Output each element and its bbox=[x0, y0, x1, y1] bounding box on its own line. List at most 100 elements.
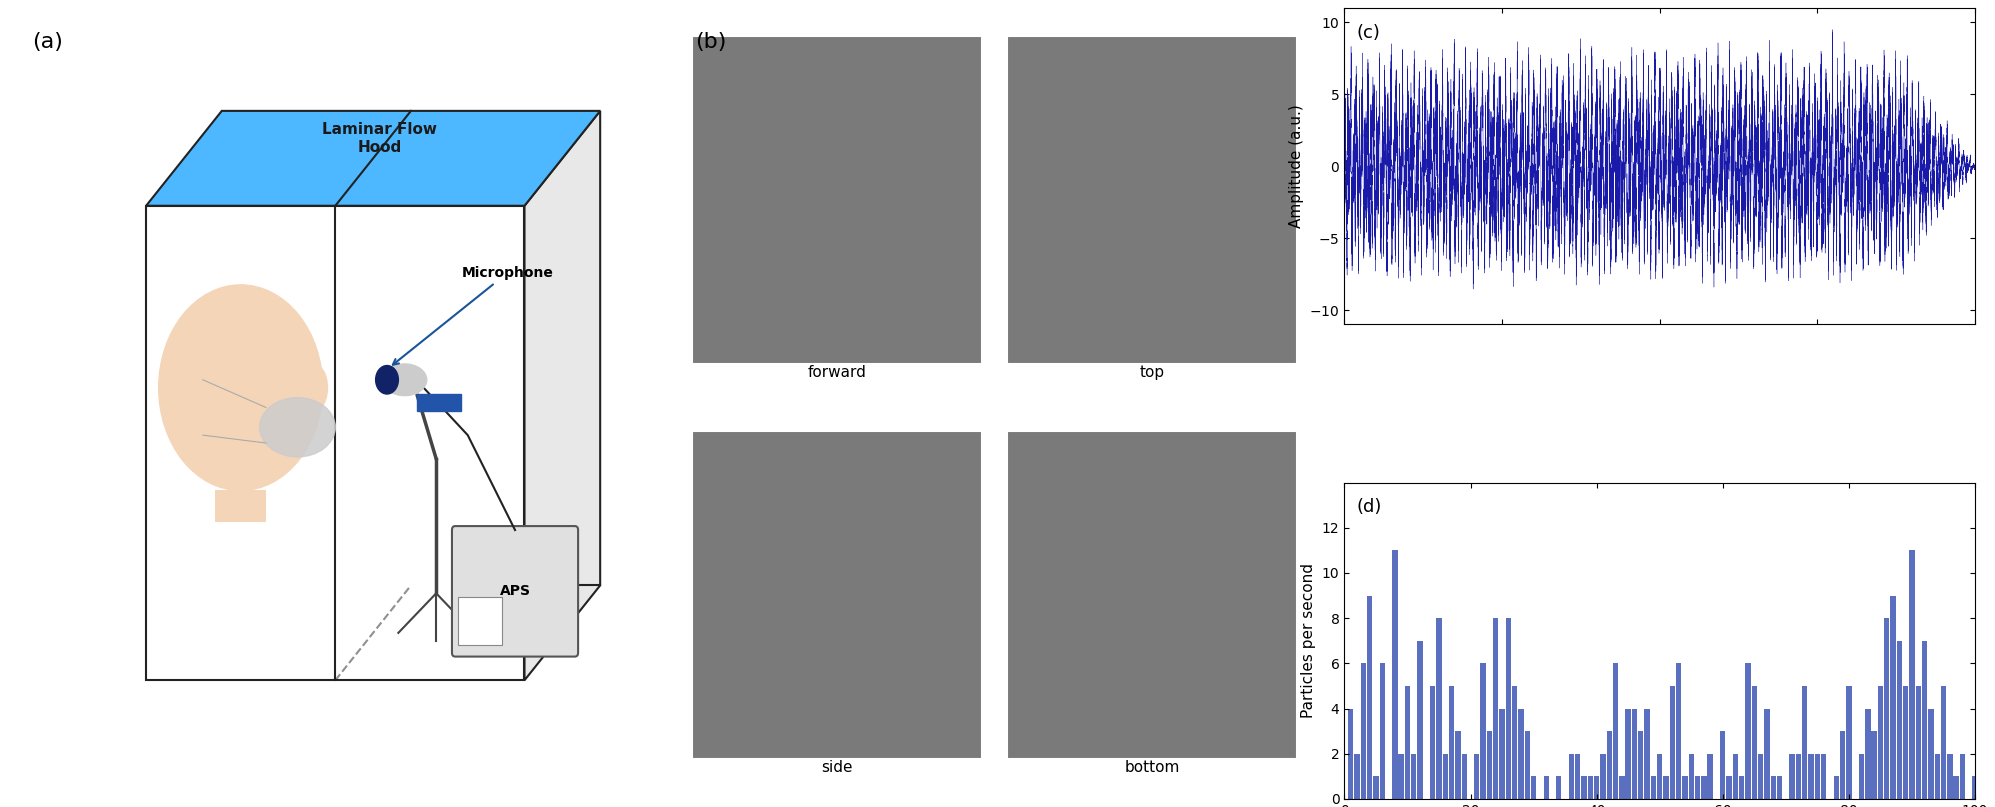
Bar bbox=[1398, 754, 1404, 799]
Bar bbox=[1644, 709, 1650, 799]
Bar bbox=[1632, 709, 1638, 799]
Bar bbox=[1670, 686, 1676, 799]
Polygon shape bbox=[146, 206, 525, 680]
Bar bbox=[1556, 776, 1562, 799]
Bar bbox=[1436, 618, 1442, 799]
Bar bbox=[1833, 776, 1839, 799]
Bar bbox=[1480, 663, 1486, 799]
Bar bbox=[1770, 776, 1776, 799]
Bar bbox=[1758, 754, 1764, 799]
Bar bbox=[1883, 618, 1889, 799]
Bar bbox=[1582, 776, 1586, 799]
Bar bbox=[1953, 776, 1959, 799]
Ellipse shape bbox=[259, 398, 335, 457]
Bar bbox=[1859, 754, 1863, 799]
Circle shape bbox=[160, 285, 323, 491]
Bar bbox=[1512, 686, 1518, 799]
Bar bbox=[1474, 754, 1480, 799]
Bar bbox=[1877, 686, 1883, 799]
Bar bbox=[1764, 709, 1770, 799]
Bar bbox=[1682, 776, 1688, 799]
Bar bbox=[1915, 686, 1921, 799]
Bar bbox=[1367, 596, 1373, 799]
Text: (a): (a) bbox=[32, 31, 64, 52]
Bar bbox=[1404, 686, 1410, 799]
Bar bbox=[1530, 776, 1536, 799]
Bar bbox=[1801, 686, 1807, 799]
Bar bbox=[1442, 754, 1448, 799]
Bar bbox=[1379, 663, 1385, 799]
Bar bbox=[1897, 641, 1901, 799]
Bar bbox=[1361, 663, 1367, 799]
Text: APS: APS bbox=[499, 584, 531, 598]
Bar bbox=[1355, 754, 1361, 799]
Bar bbox=[1638, 731, 1644, 799]
Polygon shape bbox=[525, 111, 600, 680]
Bar bbox=[459, 597, 503, 645]
Bar bbox=[1430, 686, 1434, 799]
Bar bbox=[1568, 754, 1574, 799]
Bar bbox=[1973, 776, 1977, 799]
Bar bbox=[1410, 754, 1416, 799]
Bar bbox=[1612, 663, 1618, 799]
Bar bbox=[1544, 776, 1548, 799]
Bar bbox=[1448, 686, 1454, 799]
Bar bbox=[1796, 754, 1801, 799]
Polygon shape bbox=[146, 111, 600, 206]
Bar bbox=[692, 36, 982, 364]
Y-axis label: Amplitude (a.u.): Amplitude (a.u.) bbox=[1289, 104, 1303, 228]
Ellipse shape bbox=[383, 364, 427, 395]
Bar bbox=[1606, 731, 1612, 799]
Bar bbox=[1486, 731, 1492, 799]
Bar bbox=[1462, 754, 1466, 799]
Bar bbox=[1500, 709, 1504, 799]
Bar bbox=[1574, 754, 1580, 799]
Text: (c): (c) bbox=[1357, 24, 1381, 42]
Bar bbox=[1518, 709, 1524, 799]
Bar bbox=[1935, 754, 1939, 799]
Bar bbox=[1929, 709, 1933, 799]
Bar bbox=[1454, 731, 1460, 799]
Bar bbox=[1941, 686, 1947, 799]
Polygon shape bbox=[215, 491, 265, 522]
Bar bbox=[692, 431, 982, 759]
Text: Laminar Flow
Hood: Laminar Flow Hood bbox=[321, 123, 437, 155]
Bar bbox=[1909, 550, 1915, 799]
Bar bbox=[1752, 686, 1758, 799]
Text: forward: forward bbox=[808, 365, 866, 380]
Bar bbox=[1620, 776, 1624, 799]
Bar bbox=[1821, 754, 1825, 799]
Bar bbox=[1746, 663, 1752, 799]
Text: top: top bbox=[1139, 365, 1165, 380]
Text: bottom: bottom bbox=[1125, 760, 1179, 776]
Bar bbox=[1007, 431, 1297, 759]
Bar bbox=[1492, 618, 1498, 799]
Circle shape bbox=[375, 366, 399, 394]
Bar bbox=[1506, 618, 1510, 799]
Bar bbox=[1815, 754, 1819, 799]
Bar bbox=[1658, 754, 1662, 799]
Bar bbox=[1007, 36, 1297, 364]
Bar bbox=[1807, 754, 1813, 799]
Y-axis label: Particles per second: Particles per second bbox=[1301, 563, 1317, 718]
Bar bbox=[1702, 776, 1706, 799]
Bar bbox=[1726, 776, 1732, 799]
Bar bbox=[1734, 754, 1738, 799]
Ellipse shape bbox=[305, 366, 327, 409]
Bar bbox=[1600, 754, 1606, 799]
Bar bbox=[1594, 776, 1600, 799]
Bar bbox=[1626, 709, 1630, 799]
Text: side: side bbox=[820, 760, 852, 776]
Bar bbox=[1845, 686, 1851, 799]
Bar bbox=[1524, 731, 1530, 799]
Bar bbox=[1903, 686, 1909, 799]
Bar bbox=[1349, 709, 1353, 799]
Bar bbox=[1839, 731, 1845, 799]
Bar bbox=[1778, 776, 1782, 799]
Bar bbox=[1696, 776, 1700, 799]
Bar bbox=[1790, 754, 1796, 799]
Bar bbox=[1393, 550, 1398, 799]
Bar bbox=[1865, 709, 1871, 799]
Bar bbox=[1891, 596, 1895, 799]
Bar bbox=[1664, 776, 1668, 799]
